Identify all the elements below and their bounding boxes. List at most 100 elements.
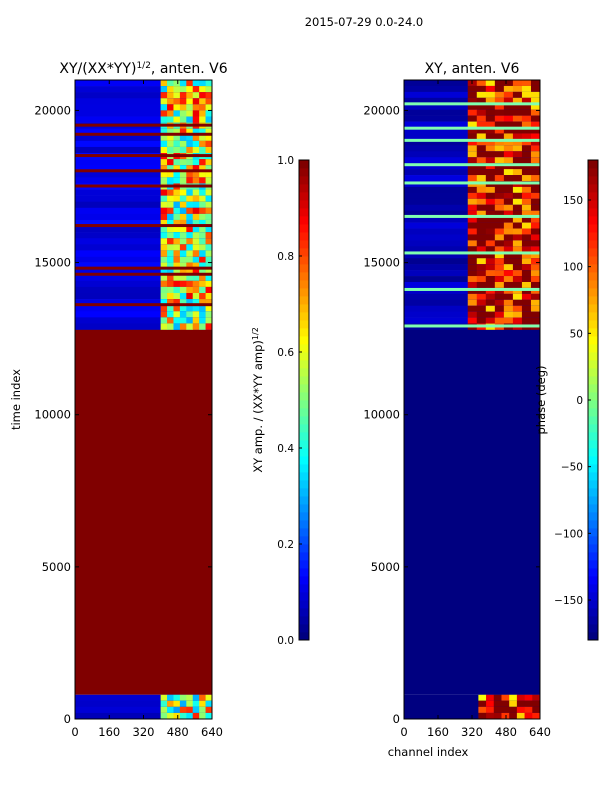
- heatmap-cell: [167, 116, 174, 123]
- right-heatmap-panel: 0 160 320 480 640 0 5000 10000 15000 20000 XY, ant…: [363, 61, 551, 759]
- heatmap-cell: [186, 80, 194, 87]
- heatmap-cell: [494, 258, 505, 265]
- colorbar-swatch: [588, 328, 598, 337]
- heatmap-cell: [179, 165, 187, 172]
- heatmap-cell: [167, 201, 174, 209]
- heatmap-cell: [512, 97, 523, 105]
- heatmap-cell: [167, 189, 174, 196]
- heatmap-cell: [173, 165, 181, 172]
- colorbar-swatch: [588, 208, 598, 217]
- heatmap-cell: [160, 286, 168, 294]
- heatmap-cell: [199, 268, 206, 276]
- y-tick-label: 0: [393, 712, 400, 726]
- heatmap-cell: [467, 216, 478, 223]
- heatmap-cell: [179, 274, 187, 282]
- colorbar-swatch: [299, 344, 309, 353]
- heatmap-cell: [186, 299, 194, 306]
- heatmap-cell: [167, 213, 174, 221]
- heatmap-cell: [503, 210, 514, 217]
- heatmap-cell: [530, 264, 541, 271]
- heatmap-cell: [486, 694, 495, 702]
- heatmap-cell: [179, 700, 187, 708]
- heatmap-cell: [192, 250, 200, 257]
- heatmap-cell: [160, 92, 168, 99]
- heatmap-cell: [485, 145, 496, 152]
- heatmap-cell: [192, 195, 200, 203]
- heatmap-cell: [512, 222, 523, 229]
- heatmap-cell: [173, 171, 181, 178]
- heatmap-cell: [512, 169, 523, 176]
- heatmap-cell: [199, 146, 206, 154]
- colorbar-swatch: [588, 280, 598, 289]
- heatmap-cell: [192, 140, 200, 148]
- heatmap-cell: [467, 293, 478, 301]
- heatmap-cell: [476, 252, 487, 259]
- heatmap-cell: [179, 134, 187, 142]
- heatmap-cell: [199, 128, 206, 136]
- flag-row: [404, 181, 540, 185]
- heatmap-cell: [75, 146, 213, 154]
- flag-row: [404, 126, 540, 130]
- heatmap-cell: [160, 128, 168, 136]
- heatmap-cell: [205, 262, 213, 269]
- heatmap-cell: [160, 317, 168, 324]
- heatmap-cell: [512, 139, 523, 146]
- colorbar-swatch: [588, 424, 598, 433]
- colorbar-swatch: [299, 208, 309, 217]
- heatmap-cell: [192, 110, 200, 117]
- heatmap-cell: [512, 246, 523, 253]
- heatmap-cell: [478, 706, 487, 714]
- colorbar-swatch: [588, 248, 598, 257]
- colorbar-swatch: [299, 512, 309, 521]
- heatmap-cell: [192, 232, 200, 239]
- colorbar-swatch: [299, 544, 309, 553]
- heatmap-cell: [167, 286, 174, 294]
- heatmap-cell: [503, 246, 514, 253]
- colorbar-swatch: [299, 200, 309, 209]
- colorbar-swatch: [588, 216, 598, 225]
- heatmap-cell: [192, 201, 200, 209]
- heatmap-cell: [493, 712, 502, 720]
- colorbar-swatch: [588, 312, 598, 321]
- colorbar-swatch: [299, 280, 309, 289]
- heatmap-cell: [179, 116, 187, 123]
- heatmap-cell: [75, 189, 213, 196]
- heatmap-cell: [467, 234, 478, 241]
- plot-title-suffix: , anten. V6: [151, 61, 228, 77]
- heatmap-cell: [192, 305, 200, 312]
- colorbar-swatch: [299, 256, 309, 265]
- heatmap-cell: [75, 238, 213, 245]
- heatmap-cell: [530, 85, 541, 93]
- heatmap-cell: [485, 210, 496, 217]
- colorbar-swatch: [299, 416, 309, 425]
- heatmap-cell: [503, 192, 514, 200]
- heatmap-cell: [503, 293, 514, 301]
- colorbar-swatch: [299, 240, 309, 249]
- heatmap-cell: [485, 163, 496, 170]
- heatmap-cell: [160, 280, 168, 288]
- colorbar-swatch: [588, 520, 598, 529]
- heatmap-cell: [173, 268, 181, 276]
- heatmap-cell: [476, 317, 487, 324]
- colorbar-swatch: [299, 472, 309, 481]
- colorbar-swatch: [588, 160, 598, 169]
- heatmap-cell: [179, 299, 187, 306]
- heatmap-cell: [494, 80, 505, 87]
- flag-row: [404, 287, 540, 291]
- heatmap-cell: [75, 286, 213, 294]
- heatmap-cell: [494, 311, 505, 318]
- heatmap-cell: [173, 92, 181, 99]
- colorbar-swatch: [588, 544, 598, 553]
- heatmap-cell: [75, 706, 213, 714]
- heatmap-cell: [476, 293, 487, 301]
- heatmap-cell: [485, 293, 496, 301]
- heatmap-cell: [199, 213, 206, 221]
- y-tick-label: 5000: [42, 560, 71, 574]
- heatmap-cell: [512, 293, 523, 301]
- heatmap-cell: [173, 280, 181, 288]
- heatmap-cell: [485, 311, 496, 318]
- heatmap-cell: [467, 91, 478, 99]
- heatmap-cell: [521, 216, 532, 223]
- colorbar-swatch: [299, 336, 309, 345]
- heatmap-cell: [205, 305, 213, 312]
